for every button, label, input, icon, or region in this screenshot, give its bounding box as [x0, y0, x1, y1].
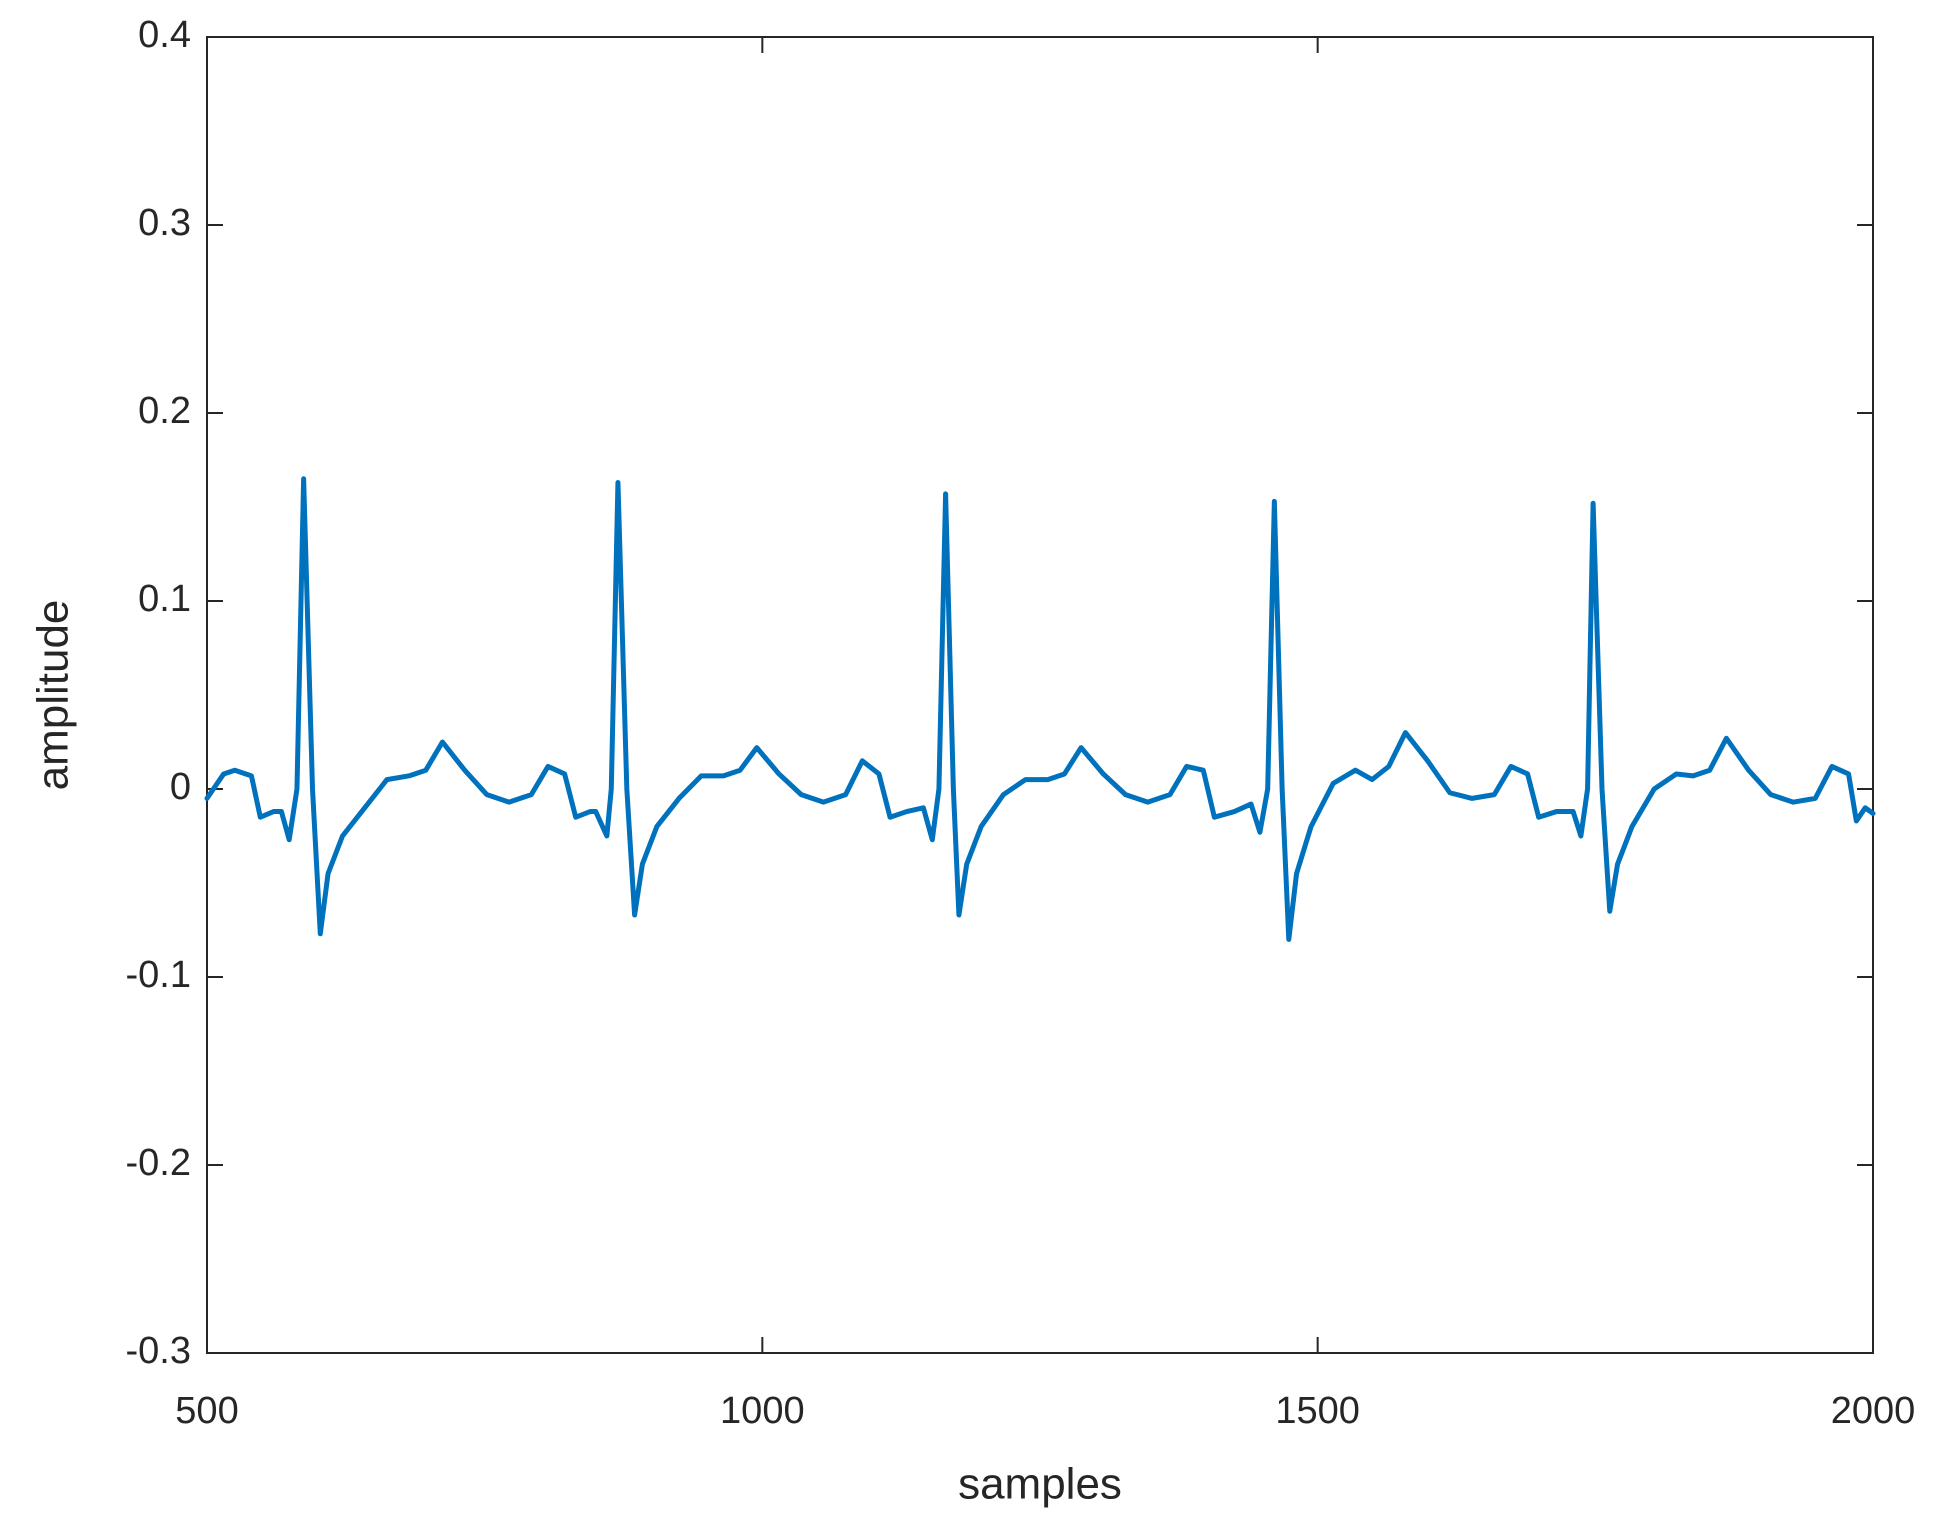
y-tick-label: 0.3 [138, 202, 191, 244]
x-tick-label: 1500 [1275, 1390, 1360, 1432]
y-tick-label: 0.4 [138, 14, 191, 56]
y-tick-label: 0.2 [138, 390, 191, 432]
y-tick-label: -0.2 [126, 1142, 191, 1184]
signal-line [204, 476, 1876, 942]
y-tick-label: -0.3 [126, 1330, 191, 1372]
x-tick-label: 500 [175, 1390, 238, 1432]
y-tick-label: 0.1 [138, 578, 191, 620]
plot-frame [206, 36, 1874, 1354]
y-tick-label: 0 [170, 766, 191, 808]
x-tick-label: 1000 [720, 1390, 805, 1432]
y-axis-label: amplitude [29, 600, 78, 791]
x-tick-label: 2000 [1831, 1390, 1916, 1432]
x-axis-label: samples [958, 1460, 1122, 1509]
y-tick-label: -0.1 [126, 954, 191, 996]
